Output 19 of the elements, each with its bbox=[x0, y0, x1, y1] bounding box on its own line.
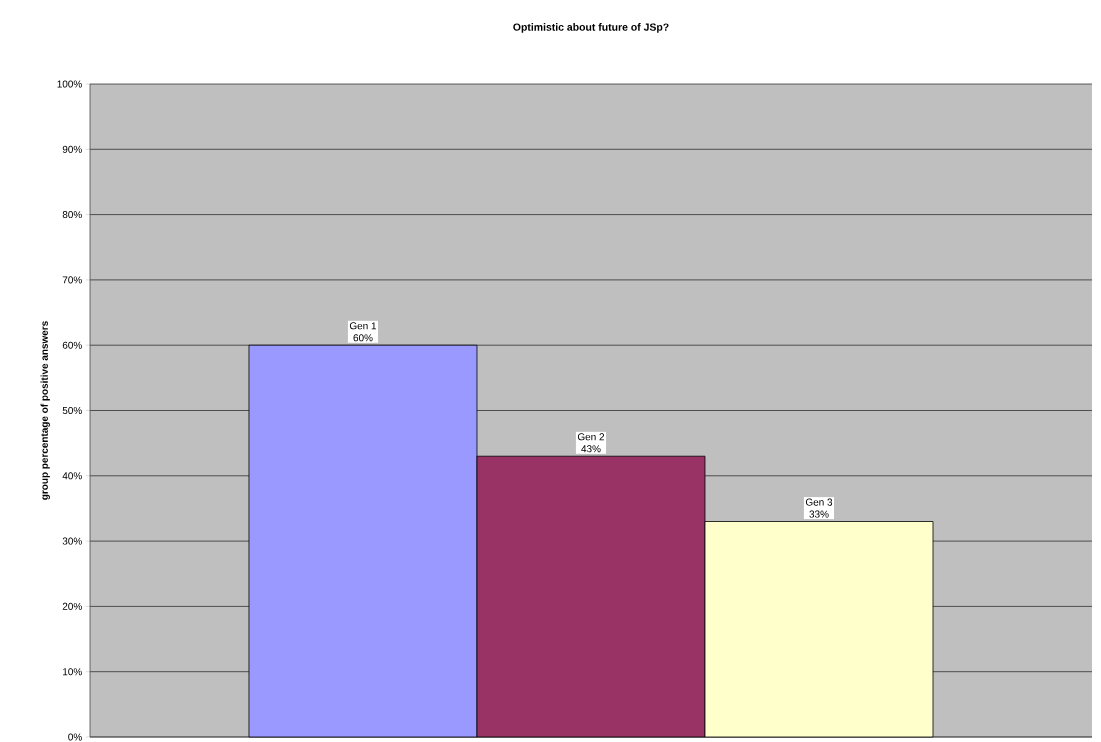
y-tick-label: 70% bbox=[62, 276, 82, 284]
series-label: Gen 2 bbox=[577, 433, 605, 441]
y-tick-label: 30% bbox=[62, 537, 82, 545]
y-axis-title: group percentage of positive answers bbox=[40, 321, 50, 500]
y-tick-label: 10% bbox=[63, 668, 82, 676]
y-tick-label: 80% bbox=[62, 211, 82, 219]
data-label: 43% bbox=[581, 445, 601, 453]
y-tick-label: 50% bbox=[62, 406, 82, 415]
series-label: Gen 3 bbox=[805, 498, 833, 506]
series-label: Gen 1 bbox=[349, 322, 377, 330]
y-tick-label: 20% bbox=[62, 602, 82, 610]
y-tick-label: 100% bbox=[57, 80, 82, 88]
y-tick-label: 40% bbox=[62, 472, 82, 480]
y-tick-label: 90% bbox=[62, 145, 82, 153]
y-tick-label: 0% bbox=[68, 733, 82, 741]
data-label: 33% bbox=[809, 510, 829, 518]
data-label: 60% bbox=[353, 334, 373, 342]
y-tick-label: 60% bbox=[62, 341, 82, 349]
chart-title: Optimistic about future of JSp? bbox=[513, 23, 669, 33]
